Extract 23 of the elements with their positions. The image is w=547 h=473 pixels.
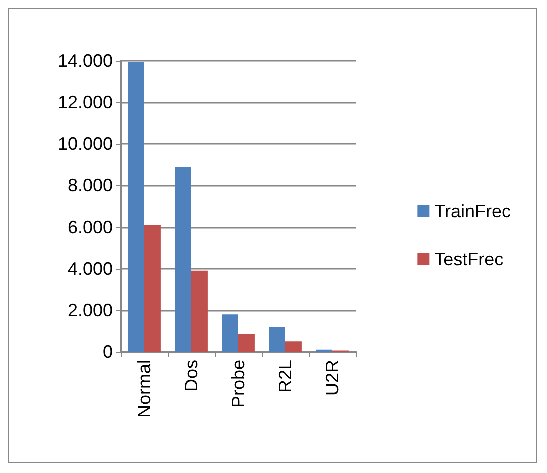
y-tick-label: 0 <box>102 342 113 362</box>
y-tick-label: 6.000 <box>68 217 113 238</box>
bar <box>286 342 302 352</box>
y-tick-label: 12.000 <box>58 92 113 113</box>
bar <box>222 314 238 352</box>
bar <box>192 270 208 352</box>
x-tick-label: R2L <box>276 360 296 394</box>
bar <box>128 62 144 352</box>
bar <box>238 334 255 352</box>
x-tick-label: Dos <box>182 360 202 392</box>
x-tick-label: Normal <box>134 360 154 418</box>
y-tick-label: 10.000 <box>58 134 113 154</box>
y-tick-label: 4.000 <box>68 258 113 279</box>
bar <box>175 167 192 352</box>
y-tick-label: 2.000 <box>68 300 113 320</box>
x-tick-label: Probe <box>228 360 248 408</box>
legend-label: TestFrec <box>434 250 504 270</box>
legend-label: TrainFrec <box>434 202 511 222</box>
y-tick-label: 8.000 <box>68 176 113 196</box>
x-tick-label: U2R <box>322 360 342 396</box>
bar <box>269 327 286 352</box>
bar <box>144 225 161 352</box>
y-tick-label: 14.000 <box>58 51 113 71</box>
